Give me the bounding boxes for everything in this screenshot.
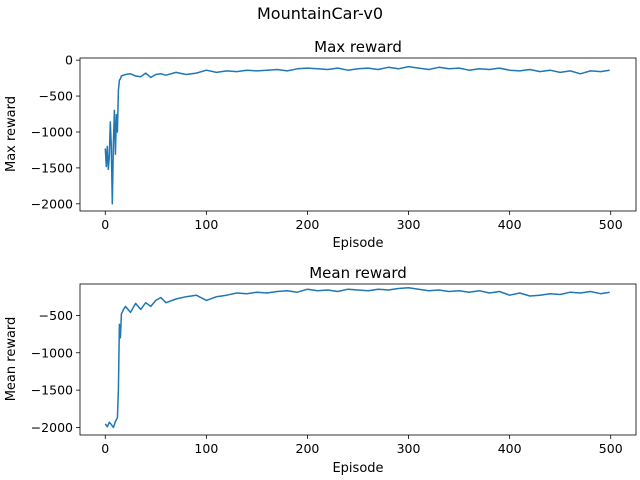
mean-reward-xtick-label: 200 xyxy=(296,441,320,456)
mean-reward-series-line xyxy=(104,286,610,429)
max-reward-series-line xyxy=(104,65,610,205)
mean-reward-ytick-label: −2000 xyxy=(31,420,73,435)
mean-reward-ylabel: Mean reward xyxy=(4,317,19,402)
max-reward-ytick-label: −1500 xyxy=(31,160,73,175)
max-reward-yticks: 0 −500 −1000 −1500 −2000 xyxy=(31,53,80,211)
mean-reward-xtick-label: 500 xyxy=(599,441,623,456)
mean-reward-xtick-label: 300 xyxy=(397,441,421,456)
max-reward-ytick-label: −1000 xyxy=(31,124,73,139)
max-reward-ytick-label: −2000 xyxy=(31,196,73,211)
max-reward-ytick-label: −500 xyxy=(39,89,73,104)
mean-reward-xtick-label: 0 xyxy=(101,441,109,456)
max-reward-ytick-label: 0 xyxy=(65,53,73,68)
mean-reward-yticks: −500 −1000 −1500 −2000 xyxy=(31,308,80,435)
mean-reward-title: Mean reward xyxy=(309,264,407,282)
max-reward-xlabel: Episode xyxy=(332,236,383,251)
max-reward-xtick-label: 300 xyxy=(397,217,421,232)
mean-reward-xtick-label: 400 xyxy=(498,441,522,456)
mean-reward-ytick-label: −500 xyxy=(39,308,73,323)
max-reward-xtick-label: 400 xyxy=(498,217,522,232)
mean-reward-axes-frame xyxy=(79,283,637,436)
max-reward-axes-frame xyxy=(79,57,637,212)
mean-reward-ytick-label: −1500 xyxy=(31,383,73,398)
figure-suptitle: MountainCar-v0 xyxy=(257,4,383,23)
max-reward-xtick-label: 200 xyxy=(296,217,320,232)
max-reward-xtick-label: 0 xyxy=(101,217,109,232)
max-reward-ylabel: Max reward xyxy=(4,96,19,172)
subplot-mean-reward: Mean reward 0 100 200 300 400 500 −500 −1000 −1… xyxy=(4,264,637,476)
max-reward-title: Max reward xyxy=(314,38,402,56)
mean-reward-xtick-label: 100 xyxy=(194,441,218,456)
mean-reward-xlabel: Episode xyxy=(332,461,383,476)
max-reward-xticks: 0 100 200 300 400 500 xyxy=(101,211,623,232)
max-reward-xtick-label: 500 xyxy=(599,217,623,232)
subplot-max-reward: Max reward 0 100 200 300 400 500 0 −500 −1000 −1… xyxy=(4,38,637,251)
mean-reward-xticks: 0 100 200 300 400 500 xyxy=(101,435,623,456)
mean-reward-ytick-label: −1000 xyxy=(31,345,73,360)
max-reward-xtick-label: 100 xyxy=(194,217,218,232)
